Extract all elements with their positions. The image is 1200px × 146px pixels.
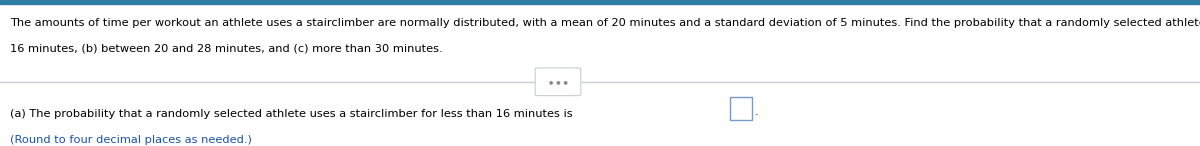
Text: (Round to four decimal places as needed.): (Round to four decimal places as needed.… <box>10 135 252 145</box>
Text: (a) The probability that a randomly selected athlete uses a stairclimber for les: (a) The probability that a randomly sele… <box>10 109 572 119</box>
FancyBboxPatch shape <box>730 97 752 120</box>
Text: .: . <box>755 107 758 117</box>
Text: The amounts of time per workout an athlete uses a stairclimber are normally dist: The amounts of time per workout an athle… <box>10 18 1200 27</box>
FancyBboxPatch shape <box>535 68 581 96</box>
Text: ●  ●  ●: ● ● ● <box>548 79 568 84</box>
Text: 16 minutes, (b) between 20 and 28 minutes, and (c) more than 30 minutes.: 16 minutes, (b) between 20 and 28 minute… <box>10 44 443 54</box>
Bar <box>0 0 1200 4</box>
